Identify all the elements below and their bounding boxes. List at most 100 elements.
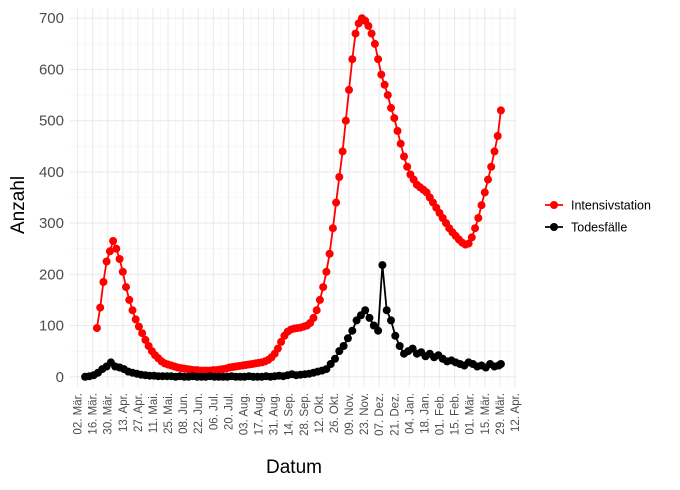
x-tick-label: 23. Nov. [359, 393, 371, 435]
x-tick-label: 03. Aug. [238, 393, 250, 435]
legend-item-todesfaelle: Todesfälle [545, 221, 627, 235]
y-tick-label: 0 [56, 369, 64, 386]
data-point-todesfaelle [361, 306, 370, 315]
data-point-todesfaelle [348, 326, 357, 335]
data-point-intensivstation [109, 237, 118, 245]
x-tick-label: 22. Jun. [193, 393, 205, 434]
data-point-intensivstation [370, 39, 379, 48]
y-tick-label: 300 [39, 215, 64, 232]
data-point-intensivstation [477, 201, 486, 210]
data-point-intensivstation [315, 295, 324, 304]
data-point-intensivstation [96, 303, 105, 312]
x-tick-label: 14. Sep. [284, 393, 296, 436]
data-point-intensivstation [493, 132, 502, 140]
data-point-todesfaelle [378, 261, 387, 270]
legend-label-intensivstation: Intensivstation [571, 199, 651, 213]
x-tick-label: 01. Feb. [435, 393, 447, 435]
x-tick-label: 30. Mär. [103, 393, 115, 435]
y-tick-label: 200 [39, 266, 64, 283]
data-point-todesfaelle [339, 342, 348, 350]
x-tick-label: 15. Mär. [480, 393, 492, 435]
data-point-todesfaelle [331, 354, 339, 363]
x-tick-label: 13. Apr. [118, 393, 130, 432]
x-axis-title: Datum [266, 457, 322, 478]
data-point-todesfaelle [387, 316, 395, 325]
x-tick-label: 25. Mai. [163, 393, 175, 434]
x-tick-label: 01. Mär. [465, 393, 477, 435]
data-point-intensivstation [125, 295, 134, 304]
series-line-todesfaelle [84, 264, 502, 378]
x-tick-label: 02. Mär. [73, 393, 85, 435]
data-point-intensivstation [345, 85, 353, 94]
data-point-intensivstation [367, 29, 376, 38]
data-point-intensivstation [322, 267, 331, 276]
legend-label-todesfaelle: Todesfälle [571, 221, 627, 235]
data-point-intensivstation [138, 329, 147, 338]
data-point-todesfaelle [391, 331, 400, 340]
x-tick-label: 12. Okt. [314, 393, 326, 433]
x-tick-label: 18. Jan. [419, 393, 431, 434]
data-point-intensivstation [325, 249, 334, 258]
data-point-intensivstation [105, 247, 114, 256]
data-point-intensivstation [335, 173, 344, 181]
y-axis-title: Anzahl [8, 176, 29, 234]
y-tick-label: 700 [39, 10, 64, 27]
data-point-intensivstation [141, 335, 150, 344]
data-point-intensivstation [487, 162, 496, 171]
data-point-intensivstation [377, 70, 386, 79]
legend-item-intensivstation: Intensivstation [545, 199, 651, 213]
x-tick-label: 20. Jul. [223, 393, 235, 430]
x-tick-label: 28. Sep. [299, 393, 311, 436]
data-point-intensivstation [383, 91, 392, 100]
data-point-todesfaelle [395, 342, 404, 350]
x-tick-label: 07. Dez. [374, 393, 386, 436]
x-tick-label: 27. Apr. [133, 393, 145, 432]
data-point-intensivstation [480, 188, 489, 197]
x-tick-label: 16. Mär. [88, 393, 100, 435]
data-point-intensivstation [309, 313, 318, 322]
x-axis-ticks: 02. Mär. 16. Mär. 30. Mär. 13. Apr. 27. Apr.… [73, 393, 522, 436]
data-point-intensivstation [396, 139, 405, 148]
data-point-intensivstation [474, 214, 483, 222]
data-point-intensivstation [328, 224, 337, 233]
data-point-todesfaelle [374, 326, 383, 335]
data-point-intensivstation [400, 152, 408, 161]
x-tick-label: 21. Dez. [389, 393, 401, 436]
data-point-todesfaelle [343, 334, 352, 343]
data-point-todesfaelle [496, 360, 505, 368]
data-point-intensivstation [338, 147, 347, 156]
data-point-intensivstation [122, 283, 130, 292]
x-tick-label: 06. Jul. [208, 393, 220, 430]
legend-key-point-intensivstation [550, 201, 558, 209]
data-point-intensivstation [490, 147, 499, 156]
y-tick-label: 500 [39, 113, 64, 130]
data-point-intensivstation [319, 283, 328, 292]
series-layer [81, 14, 505, 381]
y-tick-label: 600 [39, 61, 64, 78]
data-point-intensivstation [403, 162, 412, 171]
data-point-intensivstation [471, 224, 480, 233]
data-point-intensivstation [496, 106, 505, 115]
y-tick-label: 400 [39, 164, 64, 181]
x-tick-label: 11. Mai. [148, 393, 160, 433]
y-tick-label: 100 [39, 318, 64, 335]
legend-key-point-todesfaelle [550, 223, 558, 231]
data-point-intensivstation [374, 55, 383, 64]
data-point-intensivstation [390, 114, 399, 123]
data-point-intensivstation [348, 55, 357, 64]
data-point-intensivstation [467, 233, 476, 242]
data-point-intensivstation [484, 175, 492, 184]
x-tick-label: 31. Aug. [269, 393, 281, 435]
data-point-intensivstation [112, 244, 121, 253]
x-tick-label: 12. Apr. [510, 393, 522, 432]
data-point-intensivstation [332, 198, 341, 207]
data-point-intensivstation [102, 257, 111, 266]
data-point-intensivstation [387, 103, 395, 112]
data-point-intensivstation [273, 344, 282, 353]
x-tick-label: 26. Okt. [329, 393, 341, 433]
grid-major [70, 8, 516, 387]
x-tick-label: 04. Jan. [404, 393, 416, 434]
x-tick-label: 09. Nov. [344, 393, 356, 435]
legend: Intensivstation Todesfälle [545, 199, 651, 235]
